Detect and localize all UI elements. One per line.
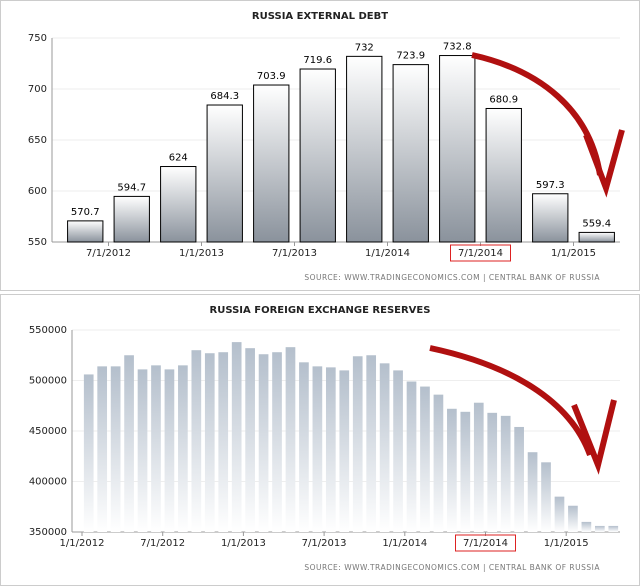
data-label: 719.6 (303, 55, 332, 66)
bar (379, 363, 390, 532)
bar (113, 195, 150, 243)
bar (366, 355, 377, 532)
bar (433, 394, 444, 532)
bar (218, 352, 229, 532)
arrow-head (571, 399, 617, 475)
bar (312, 366, 323, 532)
data-label: 684.3 (210, 91, 239, 102)
x-tick-label: 1/1/2013 (221, 538, 266, 549)
x-tick-label: 1/1/2014 (382, 538, 427, 549)
x-tick-label: 7/1/2013 (272, 248, 317, 259)
bar (460, 411, 471, 532)
data-label: 624 (169, 153, 188, 164)
highlight-box (450, 244, 511, 262)
bar (253, 84, 290, 243)
data-label: 594.7 (117, 182, 146, 193)
data-label: 559.4 (582, 218, 611, 229)
source: SOURCE: WWW.TRADINGECONOMICS.COM | CENTR… (304, 273, 600, 282)
source: SOURCE: WWW.TRADINGECONOMICS.COM | CENTR… (304, 563, 600, 572)
bar (581, 521, 592, 532)
x-tick-label: 1/1/2015 (544, 538, 589, 549)
bar (406, 381, 417, 532)
data-label: 703.9 (257, 71, 286, 82)
bar (393, 370, 403, 532)
bar (568, 505, 578, 532)
x-tick-label: 7/1/2012 (140, 538, 185, 549)
x-tick-label: 1/1/2015 (551, 248, 596, 259)
bar (110, 366, 121, 532)
bar (137, 369, 148, 532)
y-tick-label: 600 (28, 186, 47, 197)
bar (245, 348, 255, 532)
y-tick-label: 550000 (29, 325, 67, 336)
bar (392, 64, 429, 243)
arrow-head (583, 129, 625, 198)
bar (164, 369, 175, 532)
bar (191, 350, 202, 532)
data-label: 732 (355, 42, 374, 53)
x-tick-label: 7/1/2014 (463, 538, 508, 549)
bar (285, 347, 296, 532)
bar (258, 354, 269, 532)
bar (67, 220, 104, 243)
x-tick-label: 1/1/2012 (60, 538, 105, 549)
bar (500, 415, 511, 532)
data-label: 723.9 (396, 51, 425, 62)
x-tick-label: 7/1/2014 (458, 248, 503, 259)
bar (124, 355, 134, 532)
bar (299, 362, 309, 532)
y-tick-label: 500000 (29, 376, 67, 387)
bar (447, 408, 457, 532)
bar (541, 462, 551, 532)
x-tick-label: 7/1/2013 (302, 538, 347, 549)
bar (325, 367, 336, 532)
bar (97, 366, 108, 532)
y-tick-label: 350000 (29, 527, 67, 538)
y-tick-label: 550 (28, 237, 47, 248)
data-label: 597.3 (536, 180, 565, 191)
bar (439, 55, 476, 243)
x-tick-label: 1/1/2013 (179, 248, 224, 259)
y-tick-label: 650 (28, 135, 47, 146)
bar (346, 55, 383, 243)
bar (204, 353, 215, 532)
data-label: 570.7 (71, 207, 100, 218)
bar (339, 370, 350, 532)
bar (532, 193, 569, 243)
bar (420, 386, 430, 532)
y-tick-label: 750 (28, 33, 47, 44)
bar (83, 374, 94, 532)
data-label: 732.8 (443, 42, 472, 53)
bar (554, 496, 565, 532)
highlight-box (455, 534, 516, 552)
bar (473, 402, 484, 532)
bar (231, 342, 242, 532)
arrow (429, 345, 593, 457)
bar (514, 426, 524, 532)
bar (272, 352, 282, 532)
bar (527, 452, 538, 532)
data-label: 680.9 (489, 94, 518, 105)
bar (487, 412, 498, 532)
chart-title: RUSSIA EXTERNAL DEBT (252, 11, 388, 22)
bar (160, 166, 197, 243)
y-tick-label: 700 (28, 84, 47, 95)
bar (352, 356, 363, 532)
bar (299, 68, 336, 243)
bar (151, 365, 161, 532)
x-tick-label: 7/1/2012 (86, 248, 131, 259)
bar (178, 365, 188, 532)
bar (485, 107, 522, 243)
bar (578, 231, 615, 243)
bar (594, 525, 605, 532)
bar (608, 525, 619, 532)
y-tick-label: 400000 (29, 477, 67, 488)
chart-title: RUSSIA FOREIGN EXCHANGE RESERVES (210, 305, 431, 316)
y-tick-label: 450000 (29, 426, 67, 437)
bar (206, 104, 243, 243)
x-tick-label: 1/1/2014 (365, 248, 410, 259)
